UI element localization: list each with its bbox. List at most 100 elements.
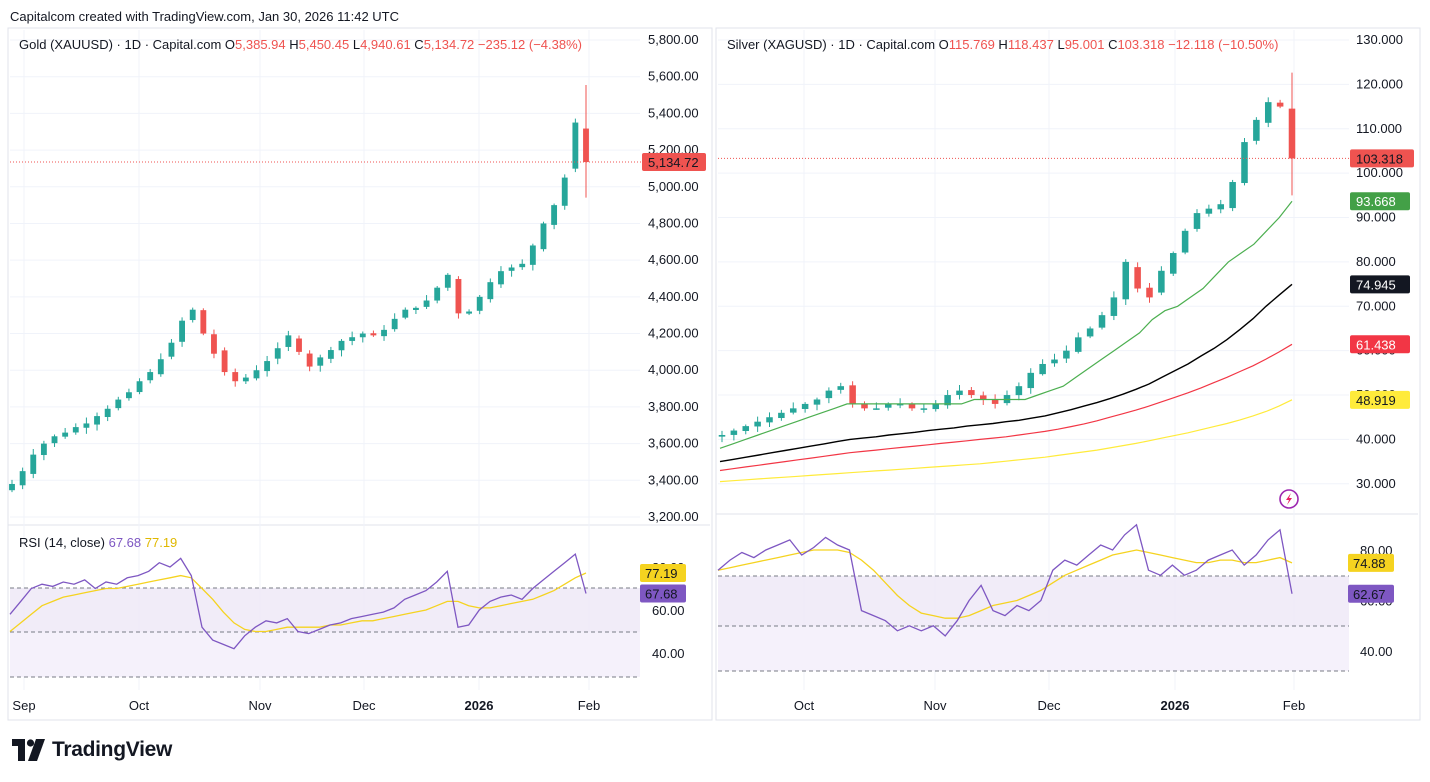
candle-body: [168, 342, 175, 357]
candle-body: [434, 287, 441, 301]
rsi-value-tag-bg: [1348, 584, 1394, 603]
candle-body: [508, 267, 515, 271]
candle-body: [487, 282, 494, 300]
rsi-ma-tag-label: 77.19: [645, 566, 678, 581]
price-tick-label: 70.000: [1356, 298, 1396, 313]
candle-body: [83, 423, 90, 428]
candle-body: [51, 436, 58, 444]
candle-body: [19, 471, 26, 486]
candle-body: [94, 416, 100, 425]
last-price-tag: 5,134.72: [642, 153, 706, 172]
candle-body: [349, 337, 356, 341]
legend-part: H: [998, 37, 1007, 52]
time-tick-label: Feb: [1283, 698, 1305, 713]
candle-body: [232, 372, 239, 382]
candle-body: [423, 300, 430, 307]
legend-part: L: [1057, 37, 1064, 52]
candle-body: [466, 311, 472, 314]
price-tick-label: 3,200.00: [648, 509, 699, 524]
time-tick-label: 2026: [465, 698, 494, 713]
candle-body: [253, 370, 260, 379]
candle-body: [991, 399, 999, 404]
candle-body: [115, 399, 122, 409]
rsi-ma-tag-bg: [640, 564, 686, 583]
rsi-tick-label: 40.00: [652, 646, 685, 661]
candle-body: [813, 399, 821, 405]
rsi-value-tag-label: 67.68: [645, 586, 678, 601]
candle-body: [1134, 267, 1141, 289]
candle-body: [861, 404, 868, 409]
candle-body: [104, 408, 111, 418]
time-tick-label: Nov: [923, 698, 947, 713]
chart-panel-gold: 5,800.005,600.005,400.005,200.005,000.00…: [7, 27, 713, 721]
candle-body: [136, 381, 143, 393]
candle-body: [296, 338, 302, 352]
candle-body: [317, 357, 324, 366]
candle-body: [1074, 337, 1082, 352]
rsi-ma-line: [717, 549, 1293, 619]
rsi-legend-part: 77.19: [145, 535, 178, 550]
rsi-ma-tag-label: 74.88: [1353, 556, 1386, 571]
candle-body: [979, 395, 987, 400]
price-tick-label: 90.000: [1356, 210, 1396, 225]
candle-body: [529, 245, 536, 265]
candles: [718, 72, 1296, 443]
rsi-legend-part: 67.68: [109, 535, 145, 550]
candle-body: [789, 408, 797, 413]
candle-body: [179, 320, 185, 342]
price-tick-label: 4,600.00: [648, 252, 699, 267]
legend-part: 5,134.72: [424, 37, 478, 52]
candle-body: [413, 307, 419, 310]
rsi-value-tag: 67.68: [640, 584, 686, 603]
candle-body: [572, 122, 579, 169]
candle-body: [1193, 213, 1201, 229]
candle-body: [1288, 108, 1296, 159]
candle-body: [561, 177, 568, 206]
price-tick-label: 120.000: [1356, 76, 1403, 91]
candle-body: [825, 390, 833, 399]
time-tick-label: 2026: [1161, 698, 1190, 713]
candle-body: [1264, 102, 1272, 123]
price-tick-label: 4,400.00: [648, 289, 699, 304]
rsi-value-tag-label: 62.67: [1353, 587, 1386, 602]
candle-body: [338, 340, 345, 351]
candle-body: [908, 403, 916, 409]
rsi-line: [717, 523, 1293, 637]
ema-tag-label: 48.919: [1356, 393, 1396, 408]
legend-part: O: [939, 37, 949, 52]
price-tick-label: 110.000: [1356, 121, 1402, 136]
candle-body: [189, 309, 196, 321]
legend-part: −235.12 (−4.38%): [478, 37, 582, 52]
ema-price-tag: 48.919: [1350, 390, 1410, 409]
time-tick-label: Feb: [578, 698, 600, 713]
last-price-tag-label: 5,134.72: [648, 155, 699, 170]
candle-body: [327, 350, 334, 359]
candle-body: [849, 385, 856, 404]
candle-body: [742, 426, 750, 431]
legend-part: O: [225, 37, 235, 52]
rsi-tick-label: 60.00: [652, 603, 685, 618]
legend-part: Gold (XAUUSD) · 1D · Capital.com: [19, 37, 225, 52]
rsi-band-low: [10, 632, 640, 677]
ema-price-tag: 93.668: [1350, 192, 1410, 211]
candle-body: [884, 403, 892, 408]
candle-body: [211, 334, 217, 354]
tradingview-brand[interactable]: TradingView: [12, 738, 172, 762]
moving-average-ema20: [719, 200, 1293, 449]
candle-body: [837, 386, 845, 390]
price-tick-label: 4,800.00: [648, 215, 699, 230]
candle-body: [944, 395, 951, 406]
candle-body: [1086, 328, 1094, 337]
candle-body: [1122, 261, 1130, 300]
candle-body: [221, 350, 228, 373]
candle-body: [62, 432, 69, 437]
time-tick-label: Sep: [12, 698, 35, 713]
ema-tag-bg: [1350, 192, 1410, 211]
rsi-legend-part: RSI (14, close): [19, 535, 109, 550]
candle-body: [1063, 350, 1070, 359]
moving-average-ema200: [719, 399, 1293, 483]
candle-body: [1276, 102, 1284, 107]
last-price-tag-bg: [642, 153, 706, 172]
price-tick-label: 3,600.00: [648, 436, 699, 451]
